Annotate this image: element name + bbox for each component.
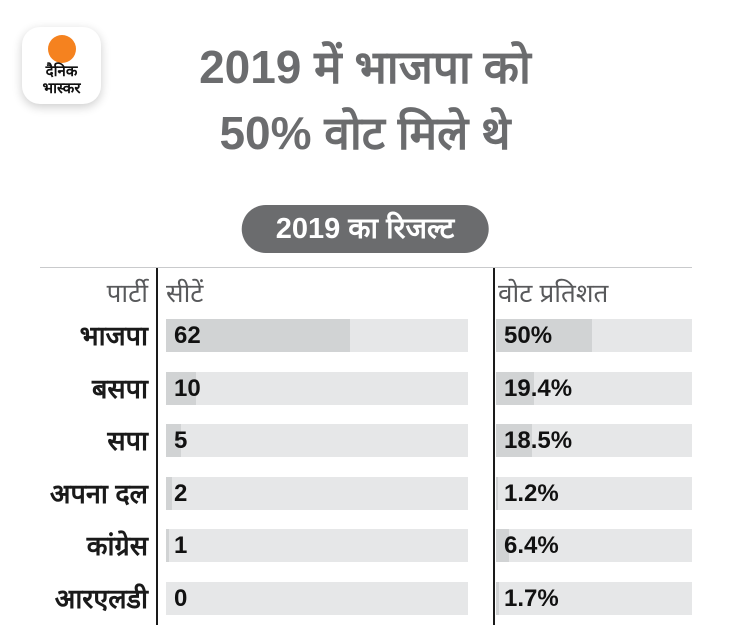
- party-label: कांग्रेस: [86, 531, 148, 561]
- votes-bar-fill: [496, 319, 593, 352]
- votes-bar: 50%: [496, 319, 692, 352]
- title-line1: 2019 में भाजपा को: [199, 41, 531, 93]
- seats-bar: 5: [166, 424, 468, 457]
- votes-value: 19.4%: [504, 374, 573, 402]
- seats-value: 5: [174, 427, 188, 454]
- title-line2: 50% वोट मिले थे: [219, 107, 511, 159]
- votes-value: 1.2%: [504, 479, 559, 507]
- seats-bar: 62: [166, 319, 468, 352]
- party-label: अपना दल: [49, 478, 148, 509]
- table-row: बसपा 10 19.4%: [40, 371, 692, 425]
- seats-bar-fill: [166, 476, 173, 510]
- table-header-row: पार्टी सीटें वोट प्रतिशत: [40, 268, 692, 319]
- column-divider-right: [493, 268, 495, 625]
- votes-bar-fill: [496, 581, 500, 615]
- seats-bar-fill: [166, 424, 181, 457]
- votes-bar: 6.4%: [496, 529, 692, 562]
- result-badge: 2019 का रिजल्ट: [241, 205, 489, 253]
- votes-value: 6.4%: [504, 532, 559, 559]
- table-body: भाजपा 62 50% बसपा 10 19.4% सपा 5 18.5%: [40, 319, 692, 634]
- votes-bar-fill: [496, 529, 509, 562]
- page-title: 2019 में भाजपा को 50% वोट मिले थे: [0, 34, 730, 166]
- seats-bar-fill: [166, 529, 170, 562]
- party-label: भाजपा: [79, 321, 148, 351]
- party-label: आरएलडी: [54, 583, 148, 614]
- seats-bar-fill: [166, 319, 351, 352]
- table-row: भाजपा 62 50%: [40, 319, 692, 372]
- table-row: सपा 5 18.5%: [40, 424, 692, 477]
- votes-bar: 19.4%: [496, 371, 692, 405]
- seats-bar: 1: [166, 529, 468, 562]
- votes-bar-fill: [496, 371, 535, 405]
- results-table: पार्टी सीटें वोट प्रतिशत भाजपा 62 50% बस…: [40, 267, 692, 633]
- seats-value: 62: [174, 322, 201, 349]
- table-row: आरएलडी 0 1.7%: [40, 581, 692, 635]
- dainik-bhaskar-logo: दैनिक भास्कर: [22, 27, 101, 104]
- seats-bar: 10: [166, 371, 468, 405]
- seats-bar-fill: [166, 371, 196, 405]
- party-label: बसपा: [92, 373, 148, 404]
- table-row: अपना दल 2 1.2%: [40, 476, 692, 530]
- seats-bar: 0: [166, 581, 468, 615]
- seats-value: 1: [174, 532, 188, 559]
- votes-value: 18.5%: [504, 427, 573, 454]
- sun-dot-icon: [47, 35, 76, 63]
- logo-text-line1: दैनिक: [45, 63, 78, 80]
- votes-bar: 18.5%: [496, 424, 692, 457]
- header-seats: सीटें: [166, 278, 204, 308]
- header-party: पार्टी: [106, 278, 148, 308]
- seats-value: 2: [174, 479, 188, 507]
- logo-text-line2: भास्कर: [42, 80, 81, 97]
- seats-value: 0: [174, 584, 188, 612]
- table-row: कांग्रेस 1 6.4%: [40, 529, 692, 582]
- votes-bar-fill: [496, 424, 533, 457]
- votes-bar: 1.7%: [496, 581, 692, 615]
- seats-bar: 2: [166, 476, 468, 510]
- header-votes: वोट प्रतिशत: [498, 278, 609, 308]
- votes-bar-fill: [496, 476, 499, 510]
- votes-value: 1.7%: [504, 584, 559, 612]
- votes-value: 50%: [504, 322, 553, 349]
- party-label: सपा: [107, 426, 148, 456]
- column-divider-left: [156, 268, 158, 625]
- votes-bar: 1.2%: [496, 476, 692, 510]
- seats-value: 10: [174, 374, 201, 402]
